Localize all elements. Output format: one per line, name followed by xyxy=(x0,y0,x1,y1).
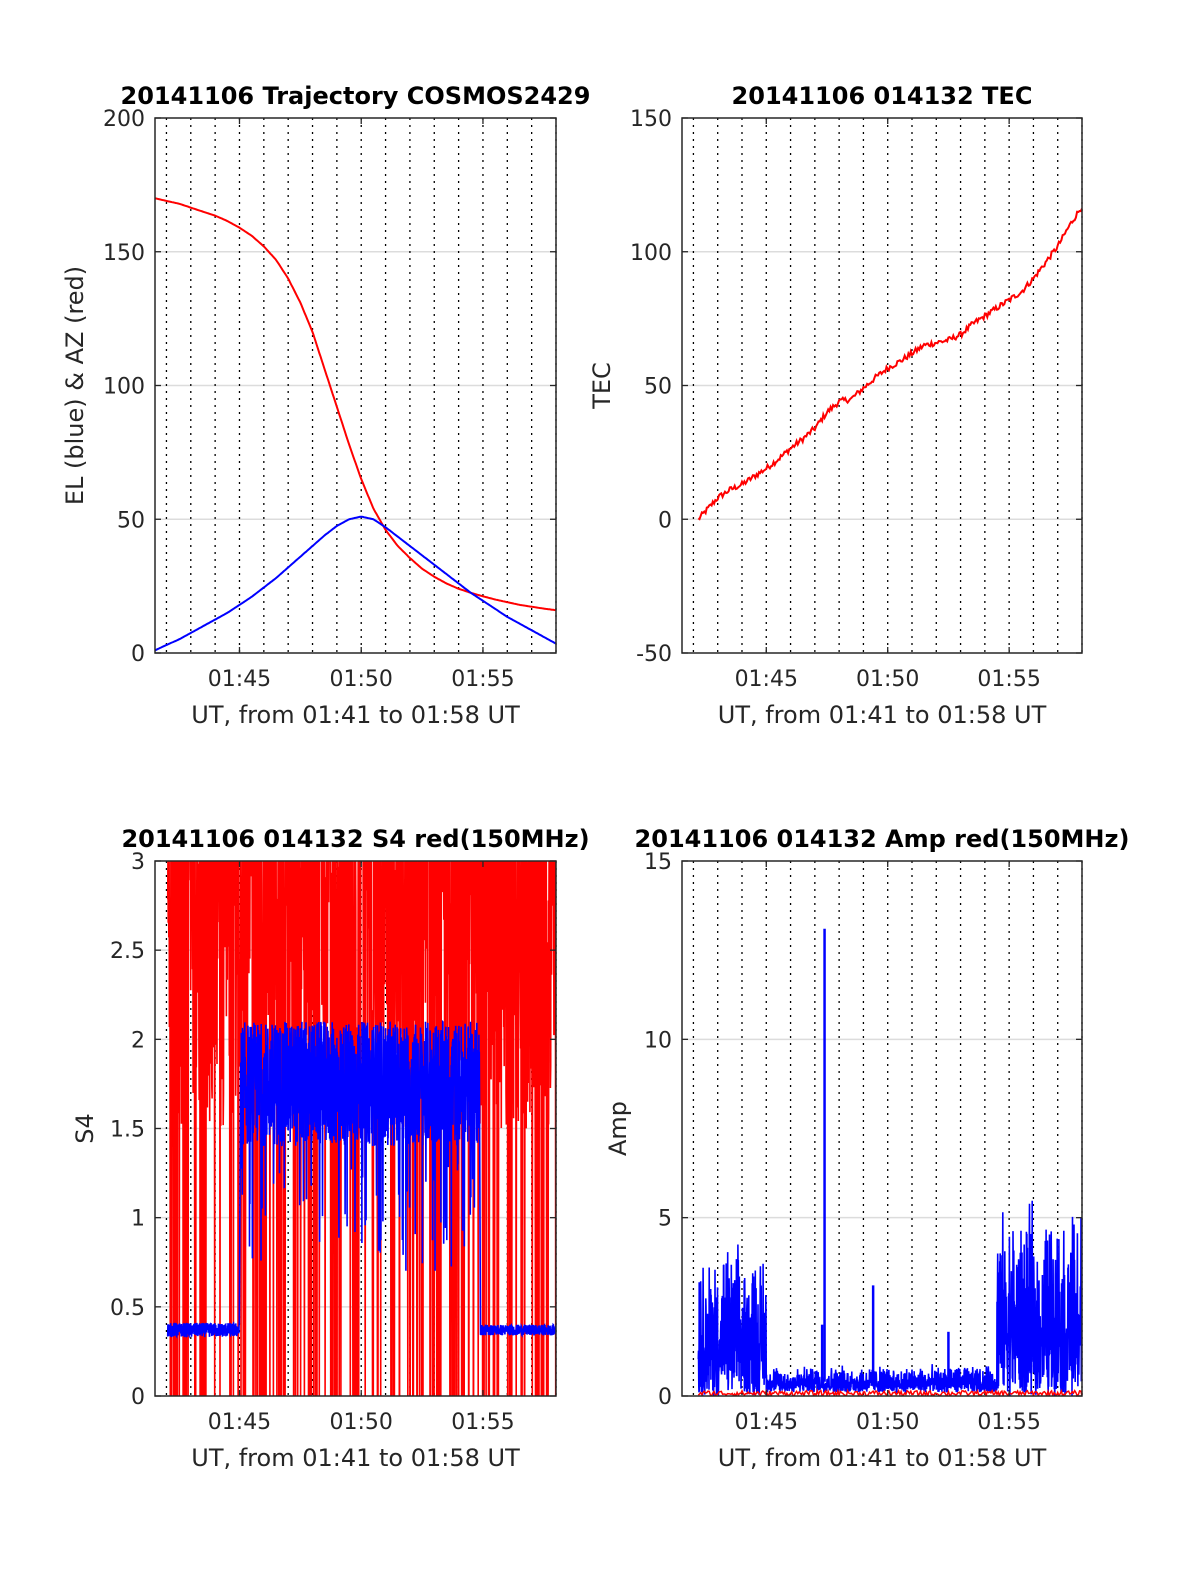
y-axis-label: S4 xyxy=(71,1113,99,1144)
chart-title: 20141106 014132 TEC xyxy=(732,82,1033,110)
series-tec xyxy=(697,208,1082,521)
y-tick-label: -50 xyxy=(636,642,672,667)
x-tick-label: 01:45 xyxy=(208,667,271,692)
chart-s4: 0 0.5 1 1.5 2 2.5 3 01:45 01:50 01:55 20141106 014… xyxy=(71,825,590,1472)
y-tick-label: 15 xyxy=(644,850,672,875)
x-axis-label: UT, from 01:41 to 01:58 UT xyxy=(718,701,1047,729)
chart-amp: 0 5 10 15 01:45 01:50 01:55 20141106 014132 Amp… xyxy=(604,825,1129,1472)
x-axis-label: UT, from 01:41 to 01:58 UT xyxy=(191,701,520,729)
x-tick-label: 01:55 xyxy=(977,1410,1040,1435)
chart-traj: 0 50 100 150 200 01:45 01:50 01:55 20141106 Traj… xyxy=(61,82,590,729)
chart-title: 20141106 Trajectory COSMOS2429 xyxy=(121,82,591,110)
y-tick-label: 100 xyxy=(103,375,145,400)
y-tick-label: 2.5 xyxy=(110,939,145,964)
y-tick-label: 50 xyxy=(644,375,672,400)
y-tick-label: 0 xyxy=(658,508,672,533)
y-tick-label: 200 xyxy=(103,107,145,132)
y-tick-label: 10 xyxy=(644,1028,672,1053)
plot-area xyxy=(155,197,556,652)
x-tick-label: 01:45 xyxy=(208,1410,271,1435)
y-tick-label: 0 xyxy=(658,1385,672,1410)
x-tick-label: 01:55 xyxy=(451,1410,514,1435)
plot-area xyxy=(697,208,1082,521)
y-tick-label: 50 xyxy=(117,508,145,533)
y-tick-label: 150 xyxy=(103,241,145,266)
chart-tec: -50 0 50 100 150 01:45 01:50 01:55 20141106 0141… xyxy=(588,82,1083,729)
series-s4-red xyxy=(166,861,556,1396)
axes-frame xyxy=(681,860,1083,1397)
y-tick-label: 1 xyxy=(131,1207,145,1232)
y-tick-label: 150 xyxy=(630,107,672,132)
x-tick-label: 01:50 xyxy=(330,667,393,692)
y-tick-label: 0 xyxy=(131,642,145,667)
plot-area xyxy=(697,928,1082,1396)
chart-title: 20141106 014132 Amp red(150MHz) xyxy=(635,825,1130,853)
y-tick-label: 0.5 xyxy=(110,1296,145,1321)
y-axis-label: TEC xyxy=(588,362,616,410)
x-tick-label: 01:55 xyxy=(451,667,514,692)
series-az xyxy=(155,197,556,612)
series-s4-blue xyxy=(166,1019,556,1339)
x-axis-label: UT, from 01:41 to 01:58 UT xyxy=(718,1444,1047,1472)
x-tick-label: 01:45 xyxy=(735,1410,798,1435)
series-amp-blue xyxy=(697,1200,1082,1396)
y-tick-label: 2 xyxy=(131,1028,145,1053)
x-tick-label: 01:55 xyxy=(977,667,1040,692)
y-tick-label: 3 xyxy=(131,850,145,875)
y-axis-label: EL (blue) & AZ (red) xyxy=(61,266,89,505)
plot-area xyxy=(166,861,556,1396)
y-tick-label: 5 xyxy=(658,1207,672,1232)
series-amp-red xyxy=(697,1388,1082,1396)
x-axis-label: UT, from 01:41 to 01:58 UT xyxy=(191,1444,520,1472)
y-tick-label: 1.5 xyxy=(110,1118,145,1143)
x-tick-label: 01:50 xyxy=(330,1410,393,1435)
x-tick-label: 01:45 xyxy=(735,667,798,692)
chart-title: 20141106 014132 S4 red(150MHz) xyxy=(121,825,589,853)
x-tick-label: 01:50 xyxy=(856,667,919,692)
y-tick-label: 100 xyxy=(630,241,672,266)
y-tick-label: 0 xyxy=(131,1385,145,1410)
x-tick-label: 01:50 xyxy=(856,1410,919,1435)
series-el xyxy=(155,515,556,652)
y-axis-label: Amp xyxy=(604,1101,632,1156)
